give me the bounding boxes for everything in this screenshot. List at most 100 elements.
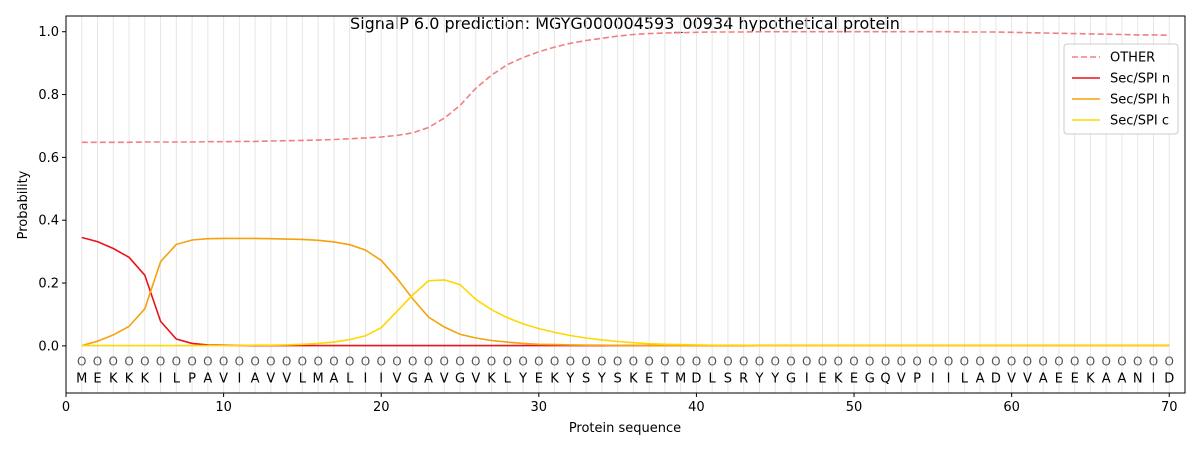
residue-label: Y	[597, 371, 606, 386]
residue-label: V	[393, 371, 402, 386]
predicted-label: O	[849, 355, 858, 369]
predicted-label: O	[313, 355, 322, 369]
series-line	[81, 279, 1170, 347]
residue-label: K	[834, 371, 843, 386]
residue-label: M	[313, 371, 324, 386]
predicted-label: O	[93, 355, 102, 369]
predicted-label: O	[597, 355, 606, 369]
residue-label: Y	[754, 371, 763, 386]
predicted-label: O	[203, 355, 212, 369]
residue-label: V	[219, 371, 228, 386]
sequence-labels: OMOEOKOKOKOIOLOPOAOVOIOAOVOVOLOMOAOLOIOI…	[76, 355, 1174, 387]
predicted-label: O	[1101, 355, 1110, 369]
predicted-label: O	[865, 355, 874, 369]
residue-label: G	[455, 371, 465, 386]
x-tick-label: 60	[1003, 400, 1020, 415]
residue-label: E	[535, 371, 543, 386]
predicted-label: O	[897, 355, 906, 369]
position-gridlines	[81, 16, 1170, 393]
residue-label: D	[1164, 371, 1174, 386]
residue-label: K	[1086, 371, 1095, 386]
residue-label: E	[1071, 371, 1079, 386]
residue-label: I	[159, 371, 163, 386]
predicted-label: O	[802, 355, 811, 369]
x-axis-ticks: 0 10 20 30 40 50 60 70	[62, 393, 1178, 415]
predicted-label: O	[471, 355, 480, 369]
plot-frame	[65, 15, 1186, 394]
y-axis-label: Probability	[16, 170, 31, 239]
predicted-label: O	[629, 355, 638, 369]
x-tick-label: 50	[846, 400, 863, 415]
residue-label: S	[724, 371, 732, 386]
predicted-label: O	[140, 355, 149, 369]
predicted-label: O	[361, 355, 370, 369]
residue-label: L	[299, 371, 307, 386]
predicted-label: O	[881, 355, 890, 369]
residue-label: A	[329, 371, 338, 386]
residue-label: V	[1023, 371, 1032, 386]
predicted-label: O	[518, 355, 527, 369]
legend-label: Sec/SPI h	[1110, 93, 1170, 108]
predicted-label: O	[991, 355, 1000, 369]
predicted-label: O	[266, 355, 275, 369]
residue-label: E	[1055, 371, 1063, 386]
predicted-label: O	[109, 355, 118, 369]
predicted-label: O	[834, 355, 843, 369]
residue-label: K	[109, 371, 118, 386]
predicted-label: O	[1149, 355, 1158, 369]
residue-label: A	[203, 371, 212, 386]
predicted-label: O	[172, 355, 181, 369]
residue-label: R	[739, 371, 748, 386]
predicted-label: O	[376, 355, 385, 369]
residue-label: V	[1007, 371, 1016, 386]
residue-label: G	[786, 371, 796, 386]
predicted-label: O	[739, 355, 748, 369]
residue-label: A	[1039, 371, 1048, 386]
predicted-label: O	[975, 355, 984, 369]
predicted-label: O	[1054, 355, 1063, 369]
predicted-label: O	[282, 355, 291, 369]
residue-label: I	[947, 371, 951, 386]
predicted-label: O	[1038, 355, 1047, 369]
residue-label: A	[976, 371, 985, 386]
predicted-label: O	[707, 355, 716, 369]
residue-label: P	[188, 371, 196, 386]
predicted-label: O	[219, 355, 228, 369]
residue-label: M	[675, 371, 686, 386]
residue-label: I	[931, 371, 935, 386]
residue-label: D	[691, 371, 701, 386]
predicted-label: O	[1133, 355, 1142, 369]
predicted-label: O	[534, 355, 543, 369]
residue-label: V	[440, 371, 449, 386]
y-tick-label: 0.4	[38, 214, 59, 229]
x-tick-label: 40	[688, 400, 705, 415]
legend: OTHER Sec/SPI n Sec/SPI h Sec/SPI c	[1063, 43, 1179, 135]
residue-label: Y	[565, 371, 574, 386]
predicted-label: O	[455, 355, 464, 369]
residue-label: Y	[770, 371, 779, 386]
residue-label: S	[582, 371, 590, 386]
x-tick-label: 20	[373, 400, 390, 415]
predicted-label: O	[1165, 355, 1174, 369]
predicted-label: O	[1070, 355, 1079, 369]
x-tick-label: 70	[1161, 400, 1178, 415]
residue-label: L	[504, 371, 512, 386]
predicted-label: O	[676, 355, 685, 369]
predicted-label: O	[77, 355, 86, 369]
predicted-label: O	[1023, 355, 1032, 369]
predicted-label: O	[250, 355, 259, 369]
predicted-label: O	[1007, 355, 1016, 369]
residue-label: A	[251, 371, 260, 386]
predicted-label: O	[928, 355, 937, 369]
x-tick-label: 30	[531, 400, 548, 415]
predicted-label: O	[581, 355, 590, 369]
residue-label: E	[645, 371, 653, 386]
series-line	[81, 30, 1170, 144]
residue-label: Q	[880, 371, 890, 386]
y-tick-label: 1.0	[38, 25, 59, 40]
y-tick-label: 0.8	[38, 88, 59, 103]
residue-label: K	[125, 371, 134, 386]
predicted-label: O	[235, 355, 244, 369]
residue-label: A	[1102, 371, 1111, 386]
